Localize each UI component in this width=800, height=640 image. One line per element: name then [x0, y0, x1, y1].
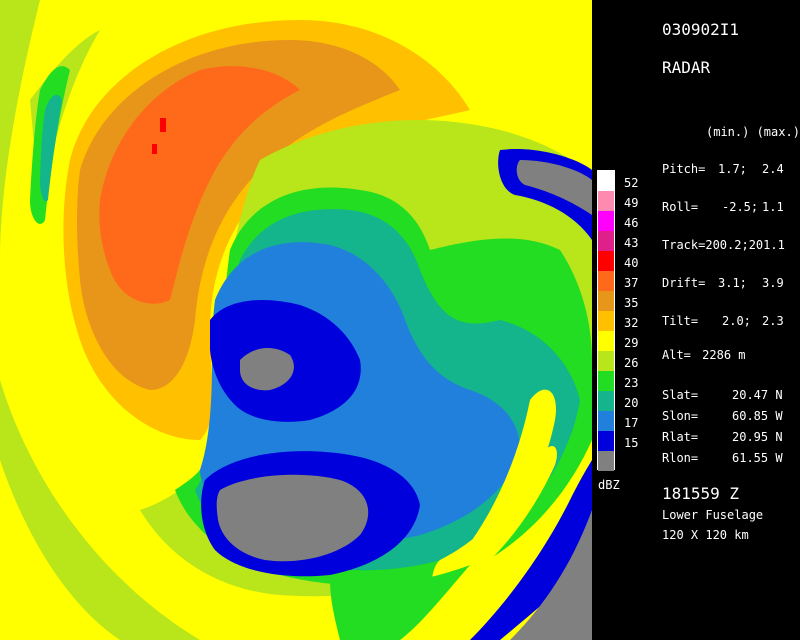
colorbar-cell	[598, 391, 614, 411]
colorbar-level-label: 46	[624, 216, 639, 230]
reflectivity-eye-gray-lower	[216, 474, 369, 562]
position-row: Rlon= 61.55 W	[662, 451, 783, 465]
position-label: Slon=	[662, 409, 699, 423]
reflectivity-band-yellow-lower	[431, 445, 557, 601]
colorbar-level-label: 52	[624, 176, 639, 190]
colorbar-level-label: 29	[624, 336, 639, 350]
position-value: 20.95 N	[732, 430, 783, 444]
reflectivity-eye-gray-upper	[240, 348, 294, 391]
colorbar-level-label: 43	[624, 236, 639, 250]
param-min: -2.5;	[722, 200, 759, 214]
colorbar-cell	[598, 251, 614, 271]
reflectivity-streak-teal-left	[40, 94, 62, 202]
colorbar-level-label: 23	[624, 376, 639, 390]
param-row: Roll= -2.5; 1.1	[662, 200, 784, 214]
colorbar-cell	[598, 271, 614, 291]
reflectivity-streak-yellow-right	[468, 389, 556, 557]
radar-image	[0, 0, 592, 640]
colorbar-cell	[598, 351, 614, 371]
reflectivity-band-green-bottom	[330, 565, 470, 640]
colorbar-level-label: 15	[624, 436, 639, 450]
colorbar-cell	[598, 191, 614, 211]
minmax-header: (min.) (max.)	[706, 125, 800, 139]
param-row: Track=200.2;201.1	[662, 238, 785, 252]
position-label: Rlat=	[662, 430, 699, 444]
reflectivity-band-yelgreen-outer	[0, 0, 40, 260]
param-max: 3.9	[762, 276, 784, 290]
colorbar-cell	[598, 431, 614, 451]
param-max: 2.3	[762, 314, 784, 328]
param-row: Tilt= 2.0; 2.3	[662, 314, 784, 328]
antenna-label: Lower Fuselage	[662, 508, 764, 522]
position-row: Slat= 20.47 N	[662, 388, 783, 402]
colorbar-cell	[598, 331, 614, 351]
position-value: 61.55 W	[732, 451, 783, 465]
position-row: Rlat= 20.95 N	[662, 430, 783, 444]
colorbar-cell	[598, 411, 614, 431]
position-value: 20.47 N	[732, 388, 783, 402]
altitude-value: 2286 m	[702, 348, 746, 362]
param-min: 1.7;	[718, 162, 747, 176]
colorbar	[597, 170, 615, 471]
colorbar-cell	[598, 291, 614, 311]
colorbar-unit: dBZ	[598, 478, 620, 492]
position-label: Slat=	[662, 388, 699, 402]
param-max: 2.4	[762, 162, 784, 176]
param-label: Tilt=	[662, 314, 699, 328]
reflectivity-peak-red	[160, 118, 166, 132]
reflectivity-lower-right-gray	[510, 510, 592, 640]
param-row: Pitch= 1.7; 2.4	[662, 162, 784, 176]
param-min: 3.1;	[718, 276, 747, 290]
colorbar-cell	[598, 231, 614, 251]
colorbar-level-label: 37	[624, 276, 639, 290]
position-value: 60.85 W	[732, 409, 783, 423]
colorbar-level-label: 20	[624, 396, 639, 410]
param-min: 2.0;	[722, 314, 751, 328]
time-stamp: 181559 Z	[662, 484, 740, 503]
param-label: Track=200.2;201.1	[662, 238, 785, 252]
colorbar-cell	[598, 171, 614, 191]
colorbar-level-label: 32	[624, 316, 639, 330]
position-row: Slon= 60.85 W	[662, 409, 783, 423]
param-label: Pitch=	[662, 162, 706, 176]
param-label: Roll=	[662, 200, 699, 214]
reflectivity-band-yelgreen-bottom	[0, 380, 200, 640]
param-row: Drift= 3.1; 3.9	[662, 276, 784, 290]
colorbar-level-label: 17	[624, 416, 639, 430]
colorbar-level-label: 26	[624, 356, 639, 370]
colorbar-level-label: 40	[624, 256, 639, 270]
reflectivity-peak-red-2	[152, 144, 157, 154]
colorbar-level-label: 49	[624, 196, 639, 210]
param-label: Drift=	[662, 276, 706, 290]
altitude-row: Alt= 2286 m	[662, 348, 746, 362]
position-label: Rlon=	[662, 451, 699, 465]
colorbar-cell	[598, 371, 614, 391]
colorbar-level-label: 35	[624, 296, 639, 310]
flight-id: 030902I1	[662, 20, 740, 39]
colorbar-cell	[598, 311, 614, 331]
param-max: 1.1	[762, 200, 784, 214]
colorbar-cell	[598, 211, 614, 231]
product-name: RADAR	[662, 58, 711, 77]
reflectivity-lower-right-blue	[470, 460, 592, 640]
reflectivity-gray-right	[516, 160, 592, 215]
altitude-label: Alt=	[662, 348, 691, 362]
reflectivity-band-dkorange	[99, 66, 300, 304]
domain-size: 120 X 120 km	[662, 528, 749, 542]
colorbar-cell	[598, 451, 614, 471]
